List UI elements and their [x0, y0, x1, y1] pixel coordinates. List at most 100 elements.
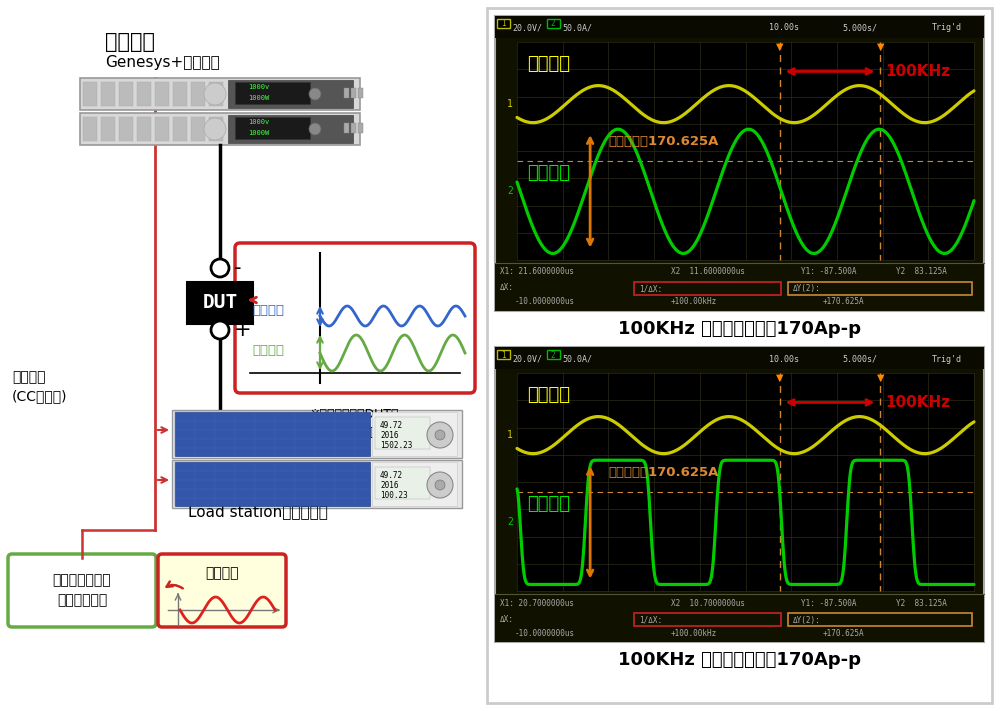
- Text: 2: 2: [507, 518, 513, 528]
- Text: 5.000s/: 5.000s/: [842, 355, 877, 363]
- Text: ΔY(2):: ΔY(2):: [793, 616, 821, 624]
- Text: -10.0000000us: -10.0000000us: [515, 297, 575, 306]
- Text: 100KHz 重番電流矩形波170Ap-p: 100KHz 重番電流矩形波170Ap-p: [618, 651, 860, 669]
- Bar: [487, 8, 992, 703]
- Text: Genesys+シリーズ: Genesys+シリーズ: [105, 55, 220, 70]
- Text: 換算電流：170.625A: 換算電流：170.625A: [608, 466, 719, 479]
- Text: 直流電源: 直流電源: [105, 32, 155, 52]
- Text: -10.0000000us: -10.0000000us: [515, 629, 575, 638]
- Bar: [372, 412, 457, 456]
- Bar: [788, 282, 972, 295]
- Text: Trig'd: Trig'd: [932, 23, 962, 33]
- Bar: [375, 417, 430, 449]
- Text: Trig'd: Trig'd: [932, 355, 962, 363]
- Text: 重番電流: 重番電流: [527, 164, 570, 182]
- Text: ファンクション
ジェネレータ: ファンクション ジェネレータ: [53, 573, 111, 606]
- Text: ▼: ▼: [877, 373, 884, 383]
- Text: Y1: -87.500A: Y1: -87.500A: [801, 599, 856, 607]
- FancyBboxPatch shape: [8, 554, 156, 627]
- Text: +100.00kHz: +100.00kHz: [671, 629, 717, 638]
- Bar: [155, 117, 169, 141]
- Bar: [344, 88, 349, 98]
- Text: 100KHz: 100KHz: [885, 395, 950, 410]
- Text: Y2  83.125A: Y2 83.125A: [896, 599, 947, 607]
- Text: 2: 2: [507, 186, 513, 196]
- Bar: [175, 462, 370, 506]
- Text: 1: 1: [507, 430, 513, 440]
- Text: 2: 2: [551, 351, 555, 360]
- Bar: [497, 19, 510, 28]
- Bar: [119, 117, 133, 141]
- Bar: [497, 350, 510, 359]
- Circle shape: [211, 259, 229, 277]
- Bar: [175, 412, 370, 456]
- Text: 49.72: 49.72: [380, 420, 403, 429]
- Bar: [517, 42, 974, 260]
- Text: 5.000s/: 5.000s/: [842, 23, 877, 33]
- Bar: [155, 82, 169, 106]
- Bar: [172, 410, 462, 458]
- Text: Load station　シリーズ: Load station シリーズ: [188, 504, 328, 519]
- Bar: [495, 16, 984, 311]
- Text: X2  10.7000000us: X2 10.7000000us: [671, 599, 745, 607]
- Bar: [83, 117, 97, 141]
- Bar: [187, 282, 253, 324]
- Text: 発生電圧: 発生電圧: [252, 304, 284, 316]
- Text: 重番電流: 重番電流: [252, 345, 284, 358]
- Text: +100.00kHz: +100.00kHz: [671, 297, 717, 306]
- Text: 10.00s: 10.00s: [769, 23, 799, 33]
- Bar: [173, 117, 187, 141]
- Text: 発生電圧: 発生電圧: [527, 55, 570, 73]
- Text: 波形生成: 波形生成: [205, 566, 239, 580]
- Text: 1000W: 1000W: [248, 130, 269, 136]
- Text: 20.0V/: 20.0V/: [512, 355, 542, 363]
- Text: ▼: ▼: [776, 373, 784, 383]
- Bar: [228, 80, 353, 108]
- Bar: [173, 82, 187, 106]
- Text: 1000v: 1000v: [248, 84, 269, 90]
- Bar: [228, 115, 353, 143]
- Bar: [80, 78, 360, 110]
- Bar: [372, 462, 457, 506]
- Text: 換算電流：170.625A: 換算電流：170.625A: [608, 134, 719, 148]
- Bar: [495, 594, 984, 642]
- Text: 50.0A/: 50.0A/: [562, 23, 592, 33]
- Bar: [344, 123, 349, 133]
- Text: ΔX:: ΔX:: [500, 614, 514, 624]
- Text: +170.625A: +170.625A: [823, 629, 864, 638]
- Bar: [634, 282, 781, 295]
- Text: X2  11.6000000us: X2 11.6000000us: [671, 267, 745, 277]
- Text: 重番電流: 重番電流: [527, 495, 570, 513]
- Circle shape: [211, 321, 229, 339]
- Bar: [235, 117, 310, 139]
- Bar: [495, 347, 984, 642]
- Text: 2016: 2016: [380, 430, 398, 439]
- Text: 1000v: 1000v: [248, 119, 269, 125]
- Text: 50.0A/: 50.0A/: [562, 355, 592, 363]
- Text: DUT: DUT: [202, 294, 238, 313]
- Text: 100.23: 100.23: [380, 491, 408, 500]
- Bar: [209, 117, 223, 141]
- Text: 1/ΔX:: 1/ΔX:: [639, 284, 662, 294]
- Bar: [209, 82, 223, 106]
- Text: 20.0V/: 20.0V/: [512, 23, 542, 33]
- Bar: [191, 82, 205, 106]
- Bar: [495, 347, 984, 369]
- Text: 1502.23: 1502.23: [380, 441, 412, 449]
- Text: 10.00s: 10.00s: [769, 355, 799, 363]
- Circle shape: [427, 472, 453, 498]
- Text: 1000W: 1000W: [248, 95, 269, 101]
- Text: 1: 1: [501, 19, 505, 28]
- Text: ▼: ▼: [776, 42, 784, 52]
- Bar: [788, 613, 972, 626]
- Text: ▼: ▼: [877, 42, 884, 52]
- Circle shape: [309, 123, 321, 135]
- Circle shape: [435, 430, 445, 440]
- Bar: [351, 88, 356, 98]
- Text: 49.72: 49.72: [380, 471, 403, 479]
- Text: 1: 1: [507, 99, 513, 109]
- Circle shape: [309, 88, 321, 100]
- Bar: [634, 613, 781, 626]
- Text: 100KHz 重番電流正弦波170Ap-p: 100KHz 重番電流正弦波170Ap-p: [618, 320, 860, 338]
- Circle shape: [204, 118, 226, 140]
